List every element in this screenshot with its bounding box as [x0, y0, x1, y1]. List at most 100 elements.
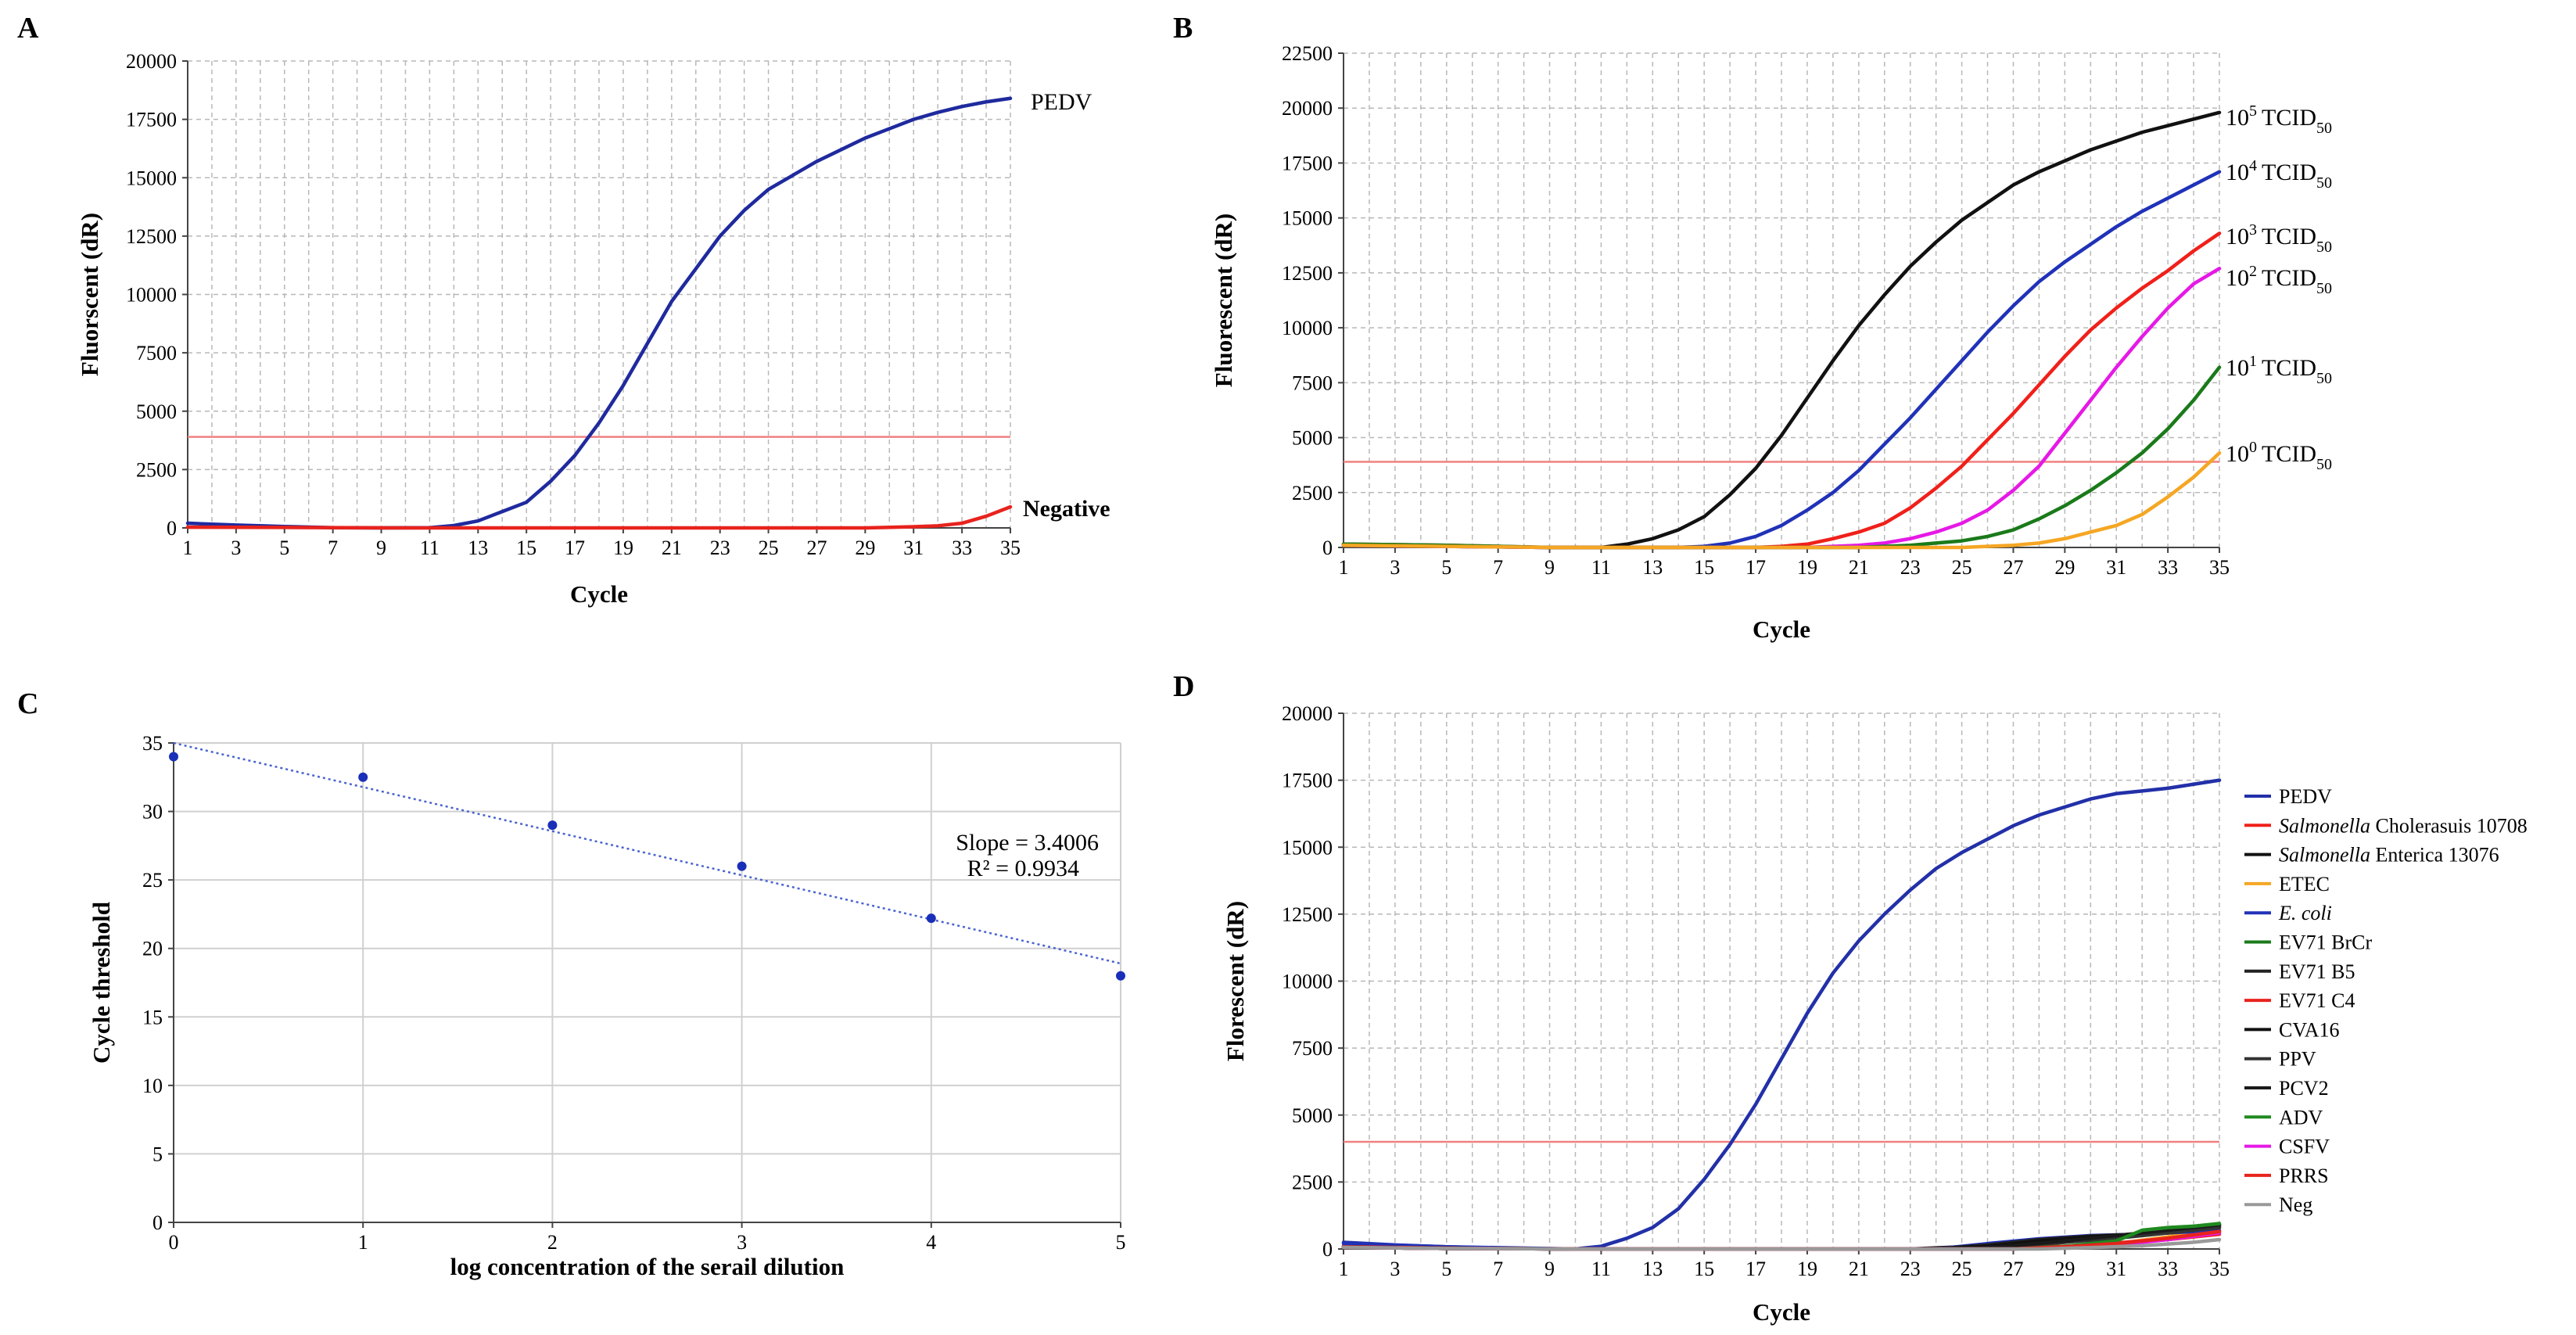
panel-d-x-tick-label: 31 — [2106, 1258, 2126, 1280]
panel-b-x-tick-label: 29 — [2054, 556, 2075, 579]
panel-a-x-tick-label: 33 — [952, 537, 972, 559]
panel-d-y-tick-label: 2500 — [1292, 1171, 1333, 1193]
panel-b-y-tick-label: 15000 — [1282, 207, 1333, 230]
panel-d-x-axis-label: Cycle — [1753, 1298, 1810, 1326]
panel-c-y-tick-label: 25 — [142, 869, 163, 892]
panel-a-label-pedv: PEDV — [1031, 89, 1092, 115]
panel-a-y-tick-label: 15000 — [126, 167, 177, 189]
panel-c-data-point — [169, 752, 178, 762]
panel-a-series-line-1 — [185, 504, 1013, 530]
panel-d-y-tick-label: 5000 — [1292, 1104, 1333, 1127]
panel-b-series-label-1: 104 TCID50 — [2226, 157, 2332, 192]
panel-a-x-tick-label: 27 — [806, 537, 827, 559]
panel-c-x-tick-label: 1 — [358, 1231, 368, 1254]
panel-b-plot: 1 3 5 7 9 11 13 15 17 19 21 23 25 27 29 31 33 35025005000… — [1210, 42, 2332, 643]
panel-d-legend-label-5: EV71 BrCr — [2279, 931, 2373, 954]
panel-d-legend-label-10: PCV2 — [2279, 1077, 2329, 1100]
panel-b-x-tick-label: 17 — [1745, 556, 1766, 579]
panel-a-x-tick-label: 15 — [516, 537, 536, 559]
panel-c-y-tick-label: 10 — [142, 1075, 163, 1097]
panel-d-legend-label-11: ADV — [2279, 1106, 2323, 1129]
panel-b-series-label-2: 103 TCID50 — [2226, 221, 2332, 256]
panel-b-x-tick-label: 21 — [1849, 556, 1869, 579]
panel-c-plot: 0 1 2 3 4 5 0 5 10 15 20 25 30 35 log concentration of… — [88, 732, 1126, 1280]
panel-a-x-tick-label: 1 — [183, 537, 193, 559]
panel-a-x-tick-label: 5 — [279, 537, 289, 559]
panel-b-y-tick-label: 0 — [1322, 537, 1333, 559]
panel-a-y-tick-label: 2500 — [136, 458, 177, 481]
panel-b-x-tick-label: 23 — [1900, 556, 1921, 579]
panel-b-series-label-0: 105 TCID50 — [2226, 102, 2332, 137]
panel-a-x-tick-label: 35 — [1000, 537, 1021, 559]
panel-c-y-axis-label: Cycle threshold — [88, 902, 115, 1064]
panel-b-x-tick-label: 15 — [1694, 556, 1714, 579]
panel-c-y-tick-label: 35 — [142, 732, 163, 755]
panel-a-x-tick-label: 19 — [613, 537, 633, 559]
panel-letter-d: D — [1173, 670, 1194, 703]
panel-d-y-tick-label: 15000 — [1282, 836, 1333, 859]
panel-a-y-tick-label: 0 — [167, 517, 177, 540]
panel-a-y-tick-label: 17500 — [126, 109, 177, 131]
panel-a-x-tick-label: 23 — [710, 537, 730, 559]
panel-a-x-tick-label: 31 — [903, 537, 924, 559]
panel-c-data-point — [926, 913, 936, 924]
panel-d-x-tick-label: 15 — [1694, 1258, 1714, 1280]
panel-b-series-label-3: 102 TCID50 — [2226, 263, 2332, 297]
panel-c-y-tick-label: 5 — [152, 1143, 163, 1165]
panel-d-legend-label-0: PEDV — [2279, 785, 2332, 808]
panel-d-x-tick-label: 25 — [1952, 1258, 1972, 1280]
panel-d-x-tick-label: 23 — [1900, 1258, 1921, 1280]
panel-c-x-tick-label: 4 — [926, 1231, 936, 1254]
panel-b-y-tick-label: 7500 — [1292, 371, 1333, 394]
panel-b-y-tick-label: 5000 — [1292, 427, 1333, 450]
panel-d-y-tick-label: 10000 — [1282, 971, 1333, 993]
panel-d-y-axis-label: Florescent (dR) — [1222, 901, 1249, 1061]
panel-b-series-line-0 — [1341, 110, 2222, 550]
panel-c-x-tick-label: 5 — [1116, 1231, 1126, 1254]
panel-b-x-tick-label: 13 — [1642, 556, 1663, 579]
panel-a-x-axis-label: Cycle — [570, 580, 628, 608]
panel-d-y-tick-label: 20000 — [1282, 702, 1333, 725]
panel-d-x-tick-label: 11 — [1591, 1258, 1611, 1280]
panel-d-x-tick-label: 27 — [2003, 1258, 2023, 1280]
panel-a-x-tick-label: 3 — [231, 537, 241, 559]
panel-a-y-tick-label: 10000 — [126, 284, 177, 307]
panel-d-y-tick-label: 0 — [1322, 1238, 1333, 1261]
panel-b-x-axis-label: Cycle — [1753, 615, 1810, 643]
panel-a-x-tick-label: 21 — [662, 537, 682, 559]
panel-a-y-axis-label: Fluorscent (dR) — [76, 213, 103, 376]
panel-c-y-tick-label: 20 — [142, 938, 163, 960]
panel-d-legend: PEDV Salmonella Cholerasuis 10708 Salmonel… — [2244, 785, 2528, 1216]
panel-d-legend-label-13: PRRS — [2279, 1165, 2329, 1187]
panel-c-slope-annotation: Slope = 3.4006 — [956, 830, 1099, 856]
panel-b-y-tick-label: 20000 — [1282, 97, 1333, 120]
panel-d-legend-label-8: CVA16 — [2279, 1018, 2340, 1041]
panel-b-x-tick-label: 3 — [1390, 556, 1400, 579]
panel-c-data-point — [358, 772, 368, 782]
panel-b-x-tick-label: 19 — [1797, 556, 1817, 579]
panel-d-x-tick-label: 29 — [2054, 1258, 2075, 1280]
panel-a-y-tick-label: 5000 — [136, 400, 177, 423]
panel-a-x-tick-label: 17 — [565, 537, 585, 559]
panel-d-y-tick-label: 12500 — [1282, 903, 1333, 926]
panel-b-x-tick-label: 5 — [1441, 556, 1451, 579]
panel-a-y-tick-label: 20000 — [126, 50, 177, 73]
panel-a-y-tick-label: 7500 — [136, 342, 177, 364]
panel-b-y-tick-label: 22500 — [1282, 42, 1333, 65]
panel-d-legend-label-7: EV71 C4 — [2279, 989, 2355, 1012]
panel-b-y-tick-label: 12500 — [1282, 262, 1333, 285]
panel-c-data-point — [1116, 971, 1125, 981]
panel-b-y-tick-label: 2500 — [1292, 482, 1333, 504]
panel-a-x-tick-label: 25 — [759, 537, 779, 559]
panel-d-x-tick-label: 19 — [1797, 1258, 1817, 1280]
panel-d-legend-label-9: PPV — [2279, 1048, 2316, 1071]
panel-b-x-tick-label: 27 — [2003, 556, 2023, 579]
panel-d-x-tick-label: 13 — [1642, 1258, 1663, 1280]
panel-b-series-line-5 — [1341, 450, 2222, 550]
panel-b-x-tick-label: 1 — [1339, 556, 1349, 579]
panel-d-legend-label-4: E. coli — [2278, 902, 2332, 924]
panel-b-y-tick-label: 17500 — [1282, 152, 1333, 174]
panel-c-x-axis-label: log concentration of the serail dilution — [450, 1253, 845, 1280]
panel-d-series-line-14 — [1341, 1237, 2222, 1251]
